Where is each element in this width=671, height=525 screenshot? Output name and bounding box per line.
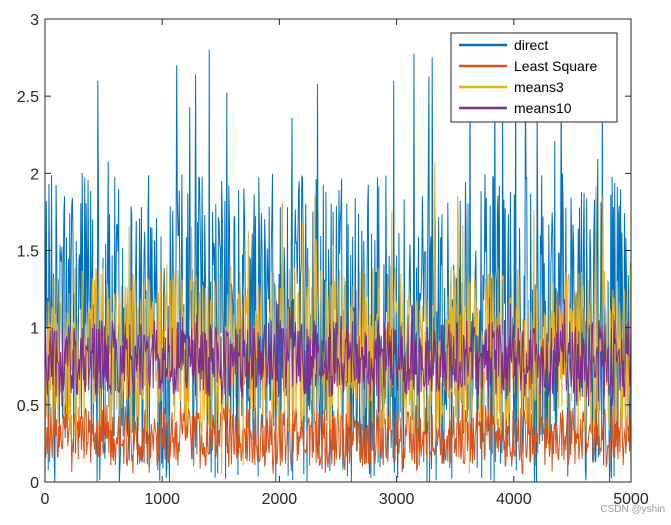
series-line-means10	[44, 290, 632, 413]
x-tick-label: 2000	[262, 491, 298, 508]
series-layer	[44, 49, 632, 483]
series-line-means3	[44, 163, 632, 474]
x-tick-label: 5000	[613, 491, 649, 508]
legend-label: means10	[514, 100, 572, 116]
ticks-layer: 0 1000 2000 3000 4000 5000 0 0.5 1 1.5 2 2.5 3	[17, 12, 649, 508]
x-tick-label: 0	[41, 491, 50, 508]
x-tick-label: 1000	[144, 491, 180, 508]
legend-label: direct	[514, 37, 548, 53]
y-tick-label: 2.5	[17, 89, 39, 106]
legend: direct Least Square means3 means10	[450, 32, 618, 123]
watermark: CSDN @yshin	[600, 504, 665, 515]
y-tick-label: 1.5	[17, 244, 39, 261]
y-tick-label: 2	[30, 166, 39, 183]
legend-label: Least Square	[514, 58, 597, 74]
x-tick-label: 3000	[379, 491, 415, 508]
y-tick-label: 3	[30, 12, 39, 29]
y-tick-label: 1	[30, 321, 39, 338]
y-tick-label: 0.5	[17, 398, 39, 415]
y-tick-label: 0	[30, 475, 39, 492]
legend-label: means3	[514, 79, 564, 95]
x-tick-label: 4000	[496, 491, 532, 508]
